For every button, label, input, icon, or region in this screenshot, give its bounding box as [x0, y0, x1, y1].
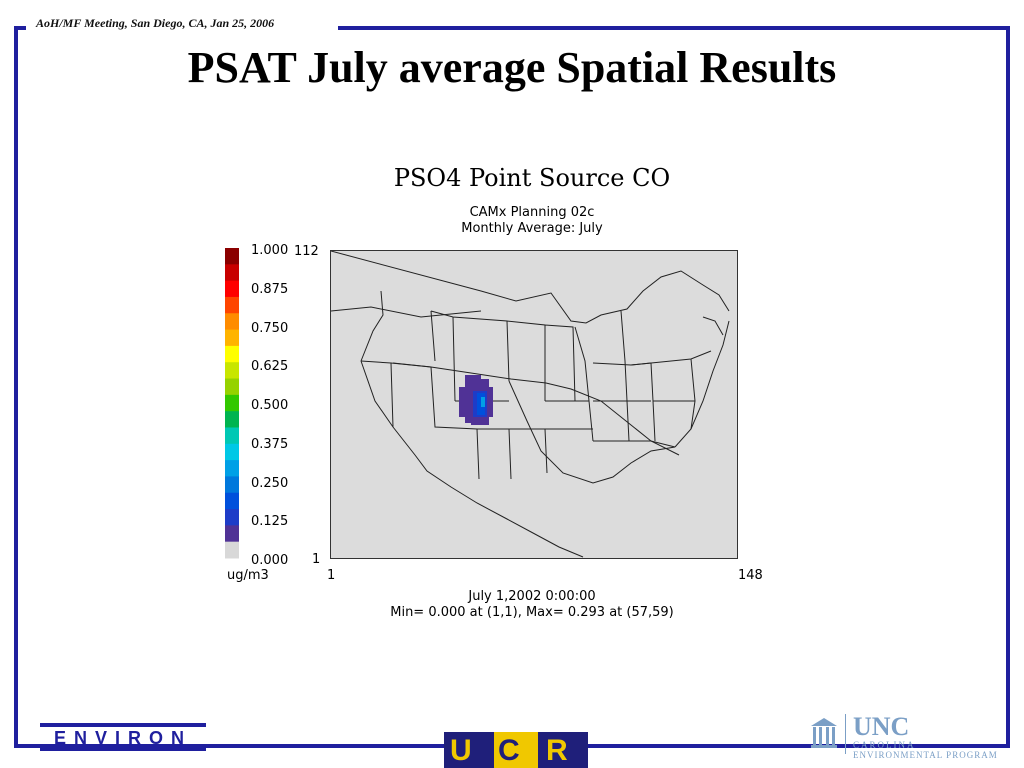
legend-swatch — [225, 509, 239, 526]
x-axis-right-label: 148 — [738, 568, 763, 583]
legend-swatch — [225, 443, 239, 461]
legend-swatch — [225, 280, 239, 298]
ucr-logo-r: R — [546, 734, 568, 767]
unc-logo-line2: ENVIRONMENTAL PROGRAM — [853, 750, 998, 760]
legend-tick-label: 0.750 — [251, 320, 289, 336]
legend-swatch — [225, 378, 239, 396]
plot-datetime: July 1,2002 0:00:00 — [468, 589, 596, 604]
legend-swatch — [225, 525, 239, 543]
unc-logo-text: UNC — [853, 712, 910, 741]
legend-swatch — [225, 296, 239, 314]
frame-left-line — [14, 26, 18, 744]
legend-tick-label: 0.875 — [251, 281, 289, 297]
ucr-logo-u: U — [450, 734, 472, 767]
legend-tick-label: 0.000 — [251, 553, 289, 568]
environ-logo: ENVIRON — [40, 723, 206, 753]
legend-swatch — [225, 345, 239, 363]
color-legend-bar — [225, 248, 239, 559]
legend-tick-label: 0.625 — [251, 359, 289, 375]
frame-right-line — [1006, 26, 1010, 744]
plot-subtitle-period: Monthly Average: July — [461, 221, 603, 236]
frame-top-left-line — [14, 26, 26, 30]
legend-swatch — [225, 313, 239, 331]
legend-swatch — [225, 329, 239, 347]
legend-tick-label: 0.375 — [251, 436, 289, 452]
x-axis-left-label: 1 — [327, 568, 336, 583]
plot-title: PSO4 Point Source CO — [393, 164, 671, 192]
old-well-icon — [811, 718, 837, 748]
legend-swatch — [225, 248, 239, 265]
meeting-label: AoH/MF Meeting, San Diego, CA, Jan 25, 2… — [36, 16, 275, 30]
legend-tick-label: 0.250 — [251, 475, 289, 491]
frame-top-line — [338, 26, 1010, 30]
legend-swatch — [225, 541, 239, 559]
concentration-plume — [459, 375, 493, 425]
unc-logo-line1: CAROLINA — [853, 740, 916, 750]
legend-swatch — [225, 427, 239, 445]
ucr-logo: U C R — [444, 732, 588, 768]
concentration-map — [330, 250, 738, 559]
y-axis-bottom-label: 1 — [312, 552, 321, 567]
legend-tick-label: 0.500 — [251, 398, 289, 413]
environ-logo-text: ENVIRON — [53, 728, 192, 748]
legend-swatch — [225, 264, 239, 282]
legend-swatch — [225, 476, 239, 494]
legend-swatch — [225, 411, 239, 428]
ucr-logo-c: C — [498, 734, 520, 767]
legend-swatch — [225, 362, 239, 380]
unit-label: ug/m3 — [227, 568, 269, 583]
plot-minmax: Min= 0.000 at (1,1), Max= 0.293 at (57,5… — [390, 605, 674, 620]
y-axis-top-label: 112 — [294, 244, 319, 259]
plot-subtitle-model: CAMx Planning 02c — [469, 205, 595, 220]
unc-logo: UNC CAROLINA ENVIRONMENTAL PROGRAM — [803, 710, 1003, 760]
slide-title: PSAT July average Spatial Results — [187, 43, 837, 92]
legend-swatch — [225, 460, 239, 477]
legend-tick-label: 0.125 — [251, 514, 289, 530]
legend-swatch — [225, 394, 239, 412]
legend-swatch — [225, 492, 239, 510]
legend-tick-label: 1.000 — [251, 243, 289, 258]
